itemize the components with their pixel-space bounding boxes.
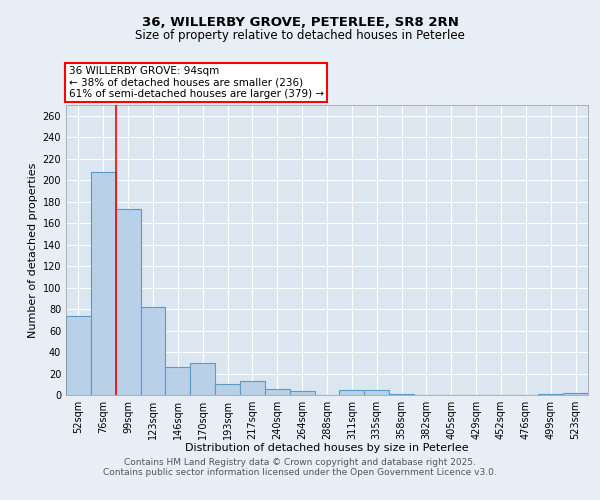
Bar — [340, 390, 364, 395]
Bar — [389, 394, 414, 395]
X-axis label: Distribution of detached houses by size in Peterlee: Distribution of detached houses by size … — [185, 444, 469, 454]
Bar — [140, 307, 166, 395]
Bar — [116, 209, 140, 395]
Text: 36 WILLERBY GROVE: 94sqm
← 38% of detached houses are smaller (236)
61% of semi-: 36 WILLERBY GROVE: 94sqm ← 38% of detach… — [68, 66, 324, 99]
Bar — [538, 394, 563, 395]
Text: Contains HM Land Registry data © Crown copyright and database right 2025.: Contains HM Land Registry data © Crown c… — [124, 458, 476, 467]
Bar — [190, 363, 215, 395]
Text: 36, WILLERBY GROVE, PETERLEE, SR8 2RN: 36, WILLERBY GROVE, PETERLEE, SR8 2RN — [142, 16, 458, 29]
Bar — [91, 172, 116, 395]
Bar — [215, 384, 240, 395]
Bar — [166, 367, 190, 395]
Y-axis label: Number of detached properties: Number of detached properties — [28, 162, 38, 338]
Bar — [240, 381, 265, 395]
Text: Size of property relative to detached houses in Peterlee: Size of property relative to detached ho… — [135, 28, 465, 42]
Bar — [290, 390, 314, 395]
Text: Contains public sector information licensed under the Open Government Licence v3: Contains public sector information licen… — [103, 468, 497, 477]
Bar — [563, 393, 588, 395]
Bar — [66, 316, 91, 395]
Bar — [364, 390, 389, 395]
Bar — [265, 388, 290, 395]
